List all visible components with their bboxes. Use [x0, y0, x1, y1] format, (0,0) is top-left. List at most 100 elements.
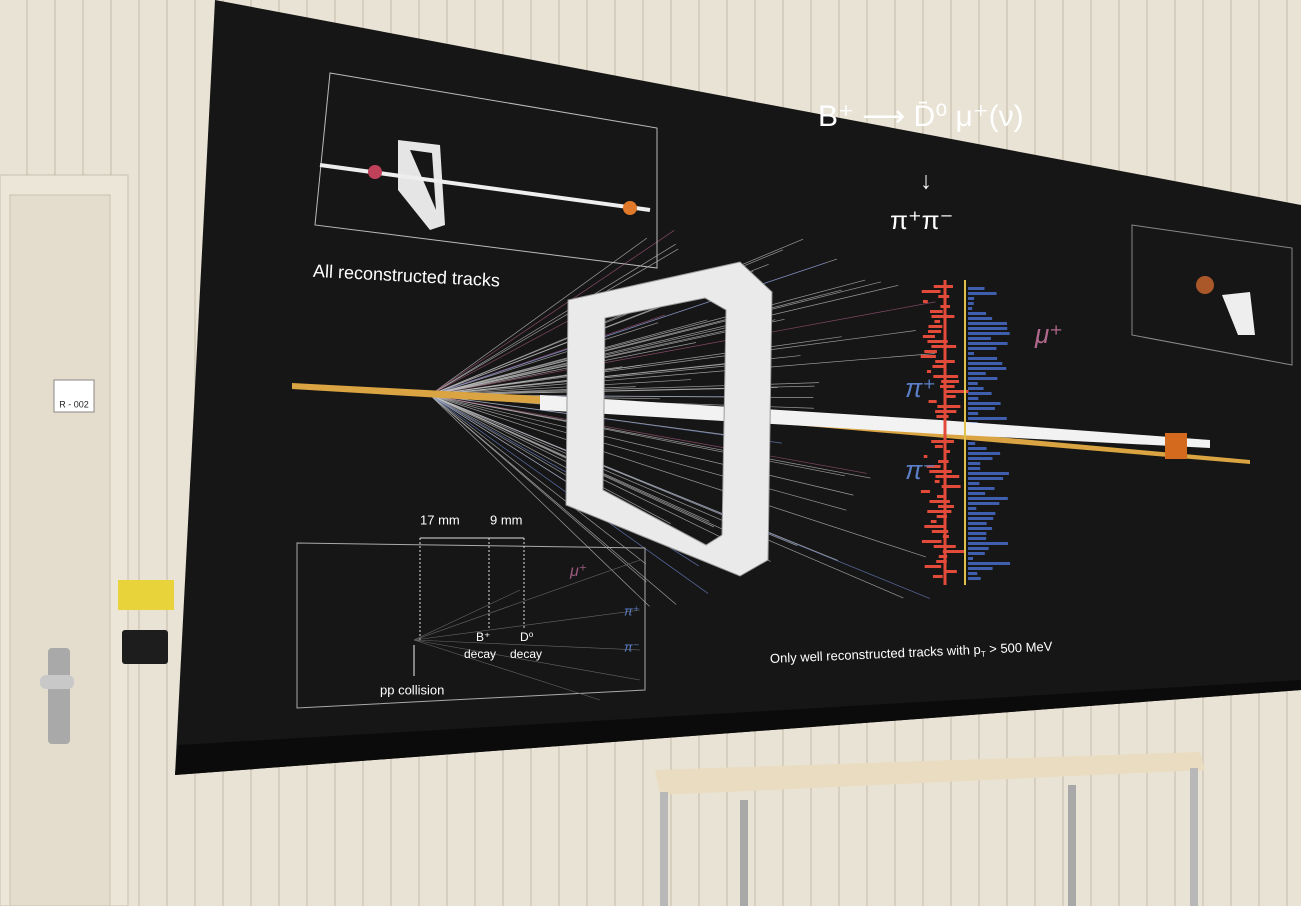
label-pion-plus: π⁺: [905, 373, 936, 403]
decay-products: π⁺π⁻: [890, 205, 953, 235]
hist-bar: [968, 412, 978, 415]
hist-bar: [934, 285, 953, 288]
hist-bar: [968, 542, 1008, 545]
hist-bar: [928, 330, 941, 333]
hist-bar: [968, 472, 1009, 475]
hist-bar: [968, 337, 991, 340]
hist-bar: [968, 547, 989, 550]
hist-bar: [935, 475, 959, 478]
hist-bar: [968, 377, 997, 380]
hist-bar: [921, 490, 930, 493]
hist-bar: [968, 447, 987, 450]
hist-bar: [968, 537, 986, 540]
hist-bar: [968, 577, 981, 580]
distance-label: 17 mm: [420, 512, 460, 527]
hist-bar: [968, 392, 992, 395]
hist-bar: [937, 405, 960, 408]
hist-bar: [968, 442, 975, 445]
hist-bar: [937, 495, 944, 498]
sticker: [118, 580, 174, 610]
hist-bar: [968, 332, 1010, 335]
table-leg: [1068, 785, 1076, 906]
vertex-label: decay: [464, 647, 496, 661]
hist-bar: [940, 385, 955, 388]
hist-bar: [922, 290, 941, 293]
inset-right-calo: [1196, 276, 1214, 294]
hist-bar: [968, 552, 985, 555]
hist-bar: [968, 297, 974, 300]
hist-bar: [968, 327, 1007, 330]
hist-bar: [968, 517, 993, 520]
hist-bar: [938, 460, 949, 463]
hist-bar: [925, 565, 942, 568]
inset-label-pion-plus: π⁺: [624, 603, 640, 618]
hist-bar: [968, 512, 995, 515]
label-pion-minus: π⁻: [905, 455, 936, 485]
hist-bar: [968, 462, 980, 465]
distance-label: 9 mm: [490, 512, 523, 527]
door-sign-text: R - 002: [59, 399, 89, 409]
hist-bar: [930, 310, 943, 313]
vertex-particle: D⁰: [520, 630, 534, 644]
hist-bar: [968, 292, 997, 295]
hist-bar: [968, 467, 980, 470]
hist-bar: [968, 482, 979, 485]
table-leg: [660, 792, 668, 906]
hist-bar: [968, 522, 987, 525]
hist-bar: [968, 382, 978, 385]
decay-arrow: ↓: [920, 167, 932, 194]
scene: R - 002 All reconstructed tracks B⁺ ⟶ D̄…: [0, 0, 1301, 906]
hist-bar: [923, 300, 928, 303]
hist-bar: [968, 562, 1010, 565]
caption-end: > 500 MeV: [985, 639, 1053, 657]
card-reader: [122, 630, 168, 664]
inset-label-muon: μ⁺: [569, 563, 587, 580]
table-leg: [740, 800, 748, 906]
hist-bar: [968, 347, 996, 350]
hist-bar: [968, 457, 992, 460]
decay-formula: B⁺ ⟶ D̄⁰ μ⁺(ν): [818, 100, 1024, 133]
hist-bar: [968, 477, 1003, 480]
hist-bar: [968, 402, 1001, 405]
page: R - 002 All reconstructed tracks B⁺ ⟶ D̄…: [0, 0, 1301, 906]
hist-bar: [968, 307, 972, 310]
origin-label: pp collision: [380, 682, 444, 697]
hist-bar: [968, 342, 1008, 345]
hist-bar: [968, 387, 984, 390]
hist-bar: [933, 575, 943, 578]
hist-bar: [968, 557, 973, 560]
inset-label-pion-minus: π⁻: [624, 639, 640, 654]
hist-bar: [968, 317, 992, 320]
hist-bar: [968, 497, 1008, 500]
vertex-particle: B⁺: [476, 630, 490, 644]
hist-bar: [968, 362, 1002, 365]
hist-bar: [928, 325, 942, 328]
hist-bar: [927, 510, 951, 513]
hist-bar: [968, 322, 1007, 325]
hist-bar: [922, 540, 942, 543]
calorimeter: [1165, 433, 1187, 459]
door-handle-plate: [48, 648, 70, 744]
hist-bar: [930, 500, 950, 503]
hist-bar: [968, 487, 995, 490]
hist-bar: [968, 407, 995, 410]
hist-bar: [934, 320, 940, 323]
hist-bar: [932, 365, 945, 368]
hist-bar: [968, 287, 985, 290]
hist-bar: [932, 315, 955, 318]
hist-bar: [935, 445, 943, 448]
hist-bar: [924, 350, 937, 353]
hist-bar: [968, 417, 1007, 420]
label-muon: μ⁺: [1034, 319, 1063, 349]
hist-bar: [968, 527, 992, 530]
vertex-label: decay: [510, 647, 542, 661]
hist-bar: [968, 372, 986, 375]
hist-bar: [968, 492, 985, 495]
door-handle: [40, 675, 74, 689]
hist-bar: [968, 567, 993, 570]
hist-bar: [968, 312, 986, 315]
hist-bar: [968, 572, 977, 575]
door-panel: [10, 195, 110, 906]
table-leg: [1190, 768, 1198, 906]
hist-bar: [968, 502, 999, 505]
